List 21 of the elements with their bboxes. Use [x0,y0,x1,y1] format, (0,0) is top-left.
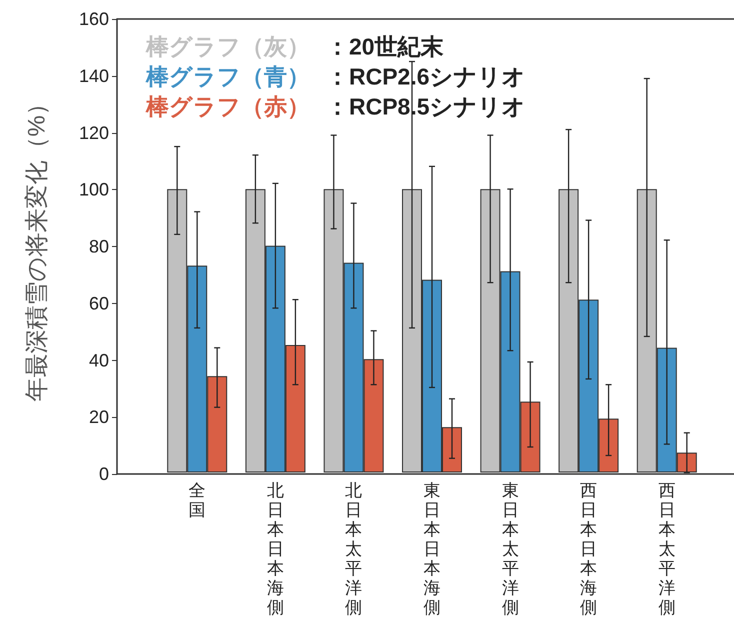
text: 棒グラフ（灰） [145,34,310,60]
annotation: ：20世紀末 [326,34,445,60]
y-tick-label: 60 [88,293,109,314]
y-tick-label: 0 [98,464,109,484]
text: 棒グラフ（青） [145,64,310,90]
x-tick-label: 東日本太平洋側 [502,480,519,617]
x-tick-label: 全国 [188,480,206,520]
y-tick-label: 100 [78,180,109,200]
text: 棒グラフ（赤） [145,94,310,120]
y-tick-label: 20 [88,407,109,428]
y-tick-label: 140 [78,66,109,86]
x-tick-label: 東日本日本海側 [424,480,440,617]
y-tick-label: 80 [88,236,109,256]
x-tick-label: 北日本太平洋側 [345,480,362,617]
y-tick-label: 40 [88,350,109,370]
x-tick-label: 北日本日本海側 [266,480,284,617]
x-tick-label: 西日本太平洋側 [658,480,676,617]
x-tick-label: 西日本日本海側 [580,480,598,617]
y-tick-label: 160 [78,9,109,29]
y-axis-title: 年最深積雪の将来変化（%） [24,91,50,402]
y-tick-label: 120 [78,122,109,143]
